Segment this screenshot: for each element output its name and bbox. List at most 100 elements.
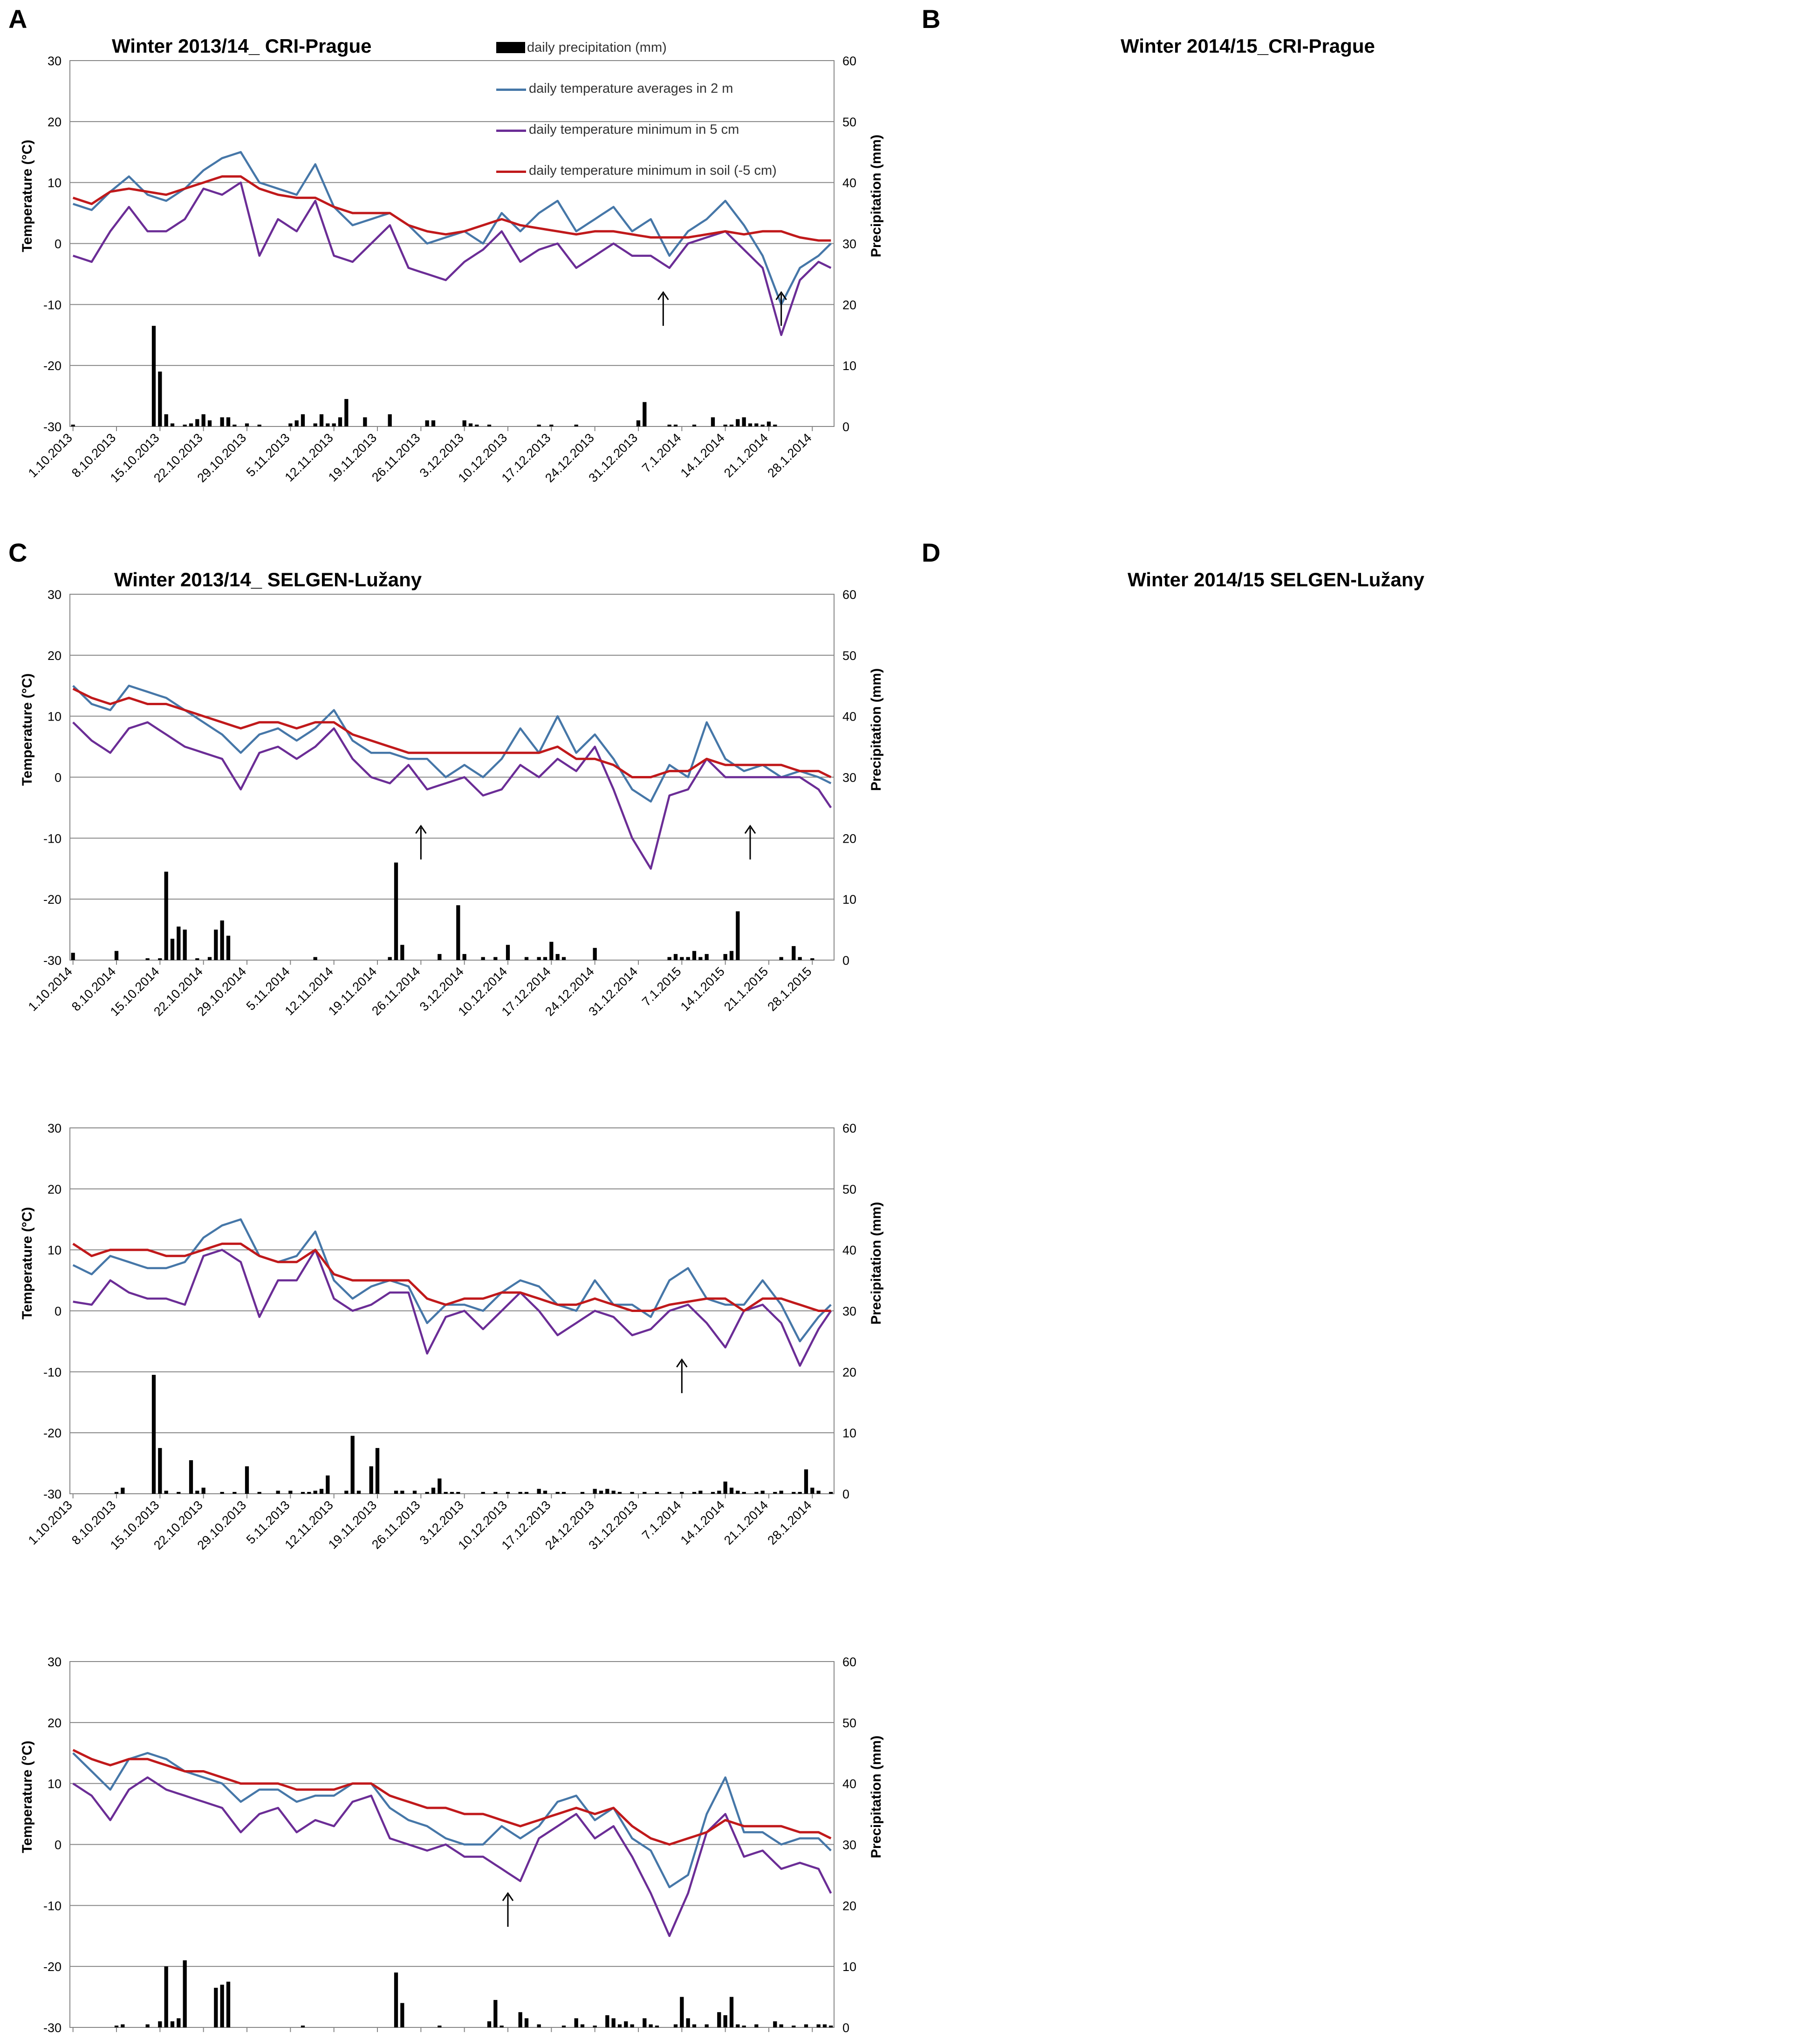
precip-bar	[164, 1966, 168, 2027]
y-tick-label: -10	[43, 1899, 62, 1913]
y-tick-label: 0	[55, 1838, 62, 1852]
precip-bar	[537, 1489, 541, 1494]
x-tick-label: 1.10.2013	[26, 1498, 75, 1547]
y2-tick-label: 50	[842, 1182, 856, 1196]
legend-label-precip: daily precipitation (mm)	[527, 40, 667, 55]
precip-bar	[170, 423, 175, 426]
precip-bar	[493, 1492, 498, 1494]
precip-bar	[717, 1490, 721, 1494]
precip-bar	[518, 1492, 522, 1494]
precip-bar	[773, 1492, 777, 1494]
precip-bar	[711, 1492, 715, 1494]
precip-bar	[158, 958, 162, 960]
y2-tick-label: 30	[842, 1838, 856, 1852]
precip-bar	[151, 326, 156, 426]
x-tick-label: 21.1.2014	[721, 431, 771, 480]
precip-bar	[233, 1492, 237, 1494]
precip-bar	[400, 1490, 404, 1494]
precip-bar	[754, 423, 759, 426]
y2-tick-label: 50	[842, 1716, 856, 1730]
y-tick-label: -30	[43, 1487, 62, 1501]
series-line-tmin5	[73, 1249, 832, 1367]
precip-bar	[114, 2026, 119, 2027]
precip-bar	[611, 2018, 616, 2027]
y-tick-label: 30	[48, 1655, 62, 1669]
precip-bar	[462, 420, 466, 426]
precip-bar	[729, 951, 734, 960]
precip-bar	[742, 417, 746, 426]
precip-bar	[245, 423, 249, 426]
y-tick-label: -30	[43, 2021, 62, 2033]
precip-bar	[543, 957, 547, 960]
precip-bar	[673, 425, 678, 426]
series-line-tsoil	[72, 175, 831, 242]
precip-bar	[804, 2024, 808, 2027]
precip-bar	[499, 2026, 504, 2027]
precip-bar	[425, 420, 429, 426]
precip-bar	[301, 2026, 305, 2027]
precip-bar	[518, 2012, 522, 2027]
arrow-annotation	[676, 1358, 688, 1394]
precip-bar	[686, 957, 690, 960]
precip-bar	[220, 1492, 224, 1494]
precip-bar	[692, 425, 697, 426]
precip-bar	[537, 425, 541, 426]
x-tick-label: 15.10.2014	[108, 2032, 162, 2033]
y2-tick-label: 60	[842, 588, 856, 602]
precip-bar	[561, 1492, 566, 1494]
precip-bar	[400, 2003, 404, 2027]
arrow-annotation	[415, 824, 427, 860]
precip-bar	[307, 1492, 311, 1494]
precip-bar	[207, 420, 212, 426]
precip-bar	[574, 425, 578, 426]
precip-bar	[183, 425, 187, 426]
precip-bar	[431, 1487, 436, 1494]
y2-axis-title: Precipitation (mm)	[869, 1202, 884, 1325]
precip-bar	[798, 1492, 802, 1494]
series-line-t2m	[72, 685, 832, 803]
x-tick-label: 29.10.2014	[194, 2032, 249, 2033]
precip-bar	[481, 1492, 485, 1494]
legend-label-tmin5: daily temperature minimum in 5 cm	[529, 122, 739, 137]
precip-bar	[493, 2000, 498, 2027]
x-tick-label: 5.11.2014	[244, 2032, 293, 2033]
precip-bar	[779, 1490, 783, 1494]
precip-bar	[288, 423, 293, 426]
series-line-tmin5	[73, 181, 832, 337]
precip-bar	[580, 2024, 585, 2027]
precip-bar	[220, 920, 224, 960]
y-tick-label: -10	[43, 831, 62, 845]
precip-bar	[829, 1492, 833, 1494]
precip-bar	[326, 1475, 330, 1494]
precip-bar	[356, 1490, 361, 1494]
y2-tick-label: 10	[842, 359, 856, 373]
x-tick-label: 21.1.2015	[721, 964, 771, 1014]
precip-bar	[468, 423, 473, 426]
y-tick-label: 0	[55, 771, 62, 785]
precip-bar	[301, 414, 305, 426]
precip-bar	[667, 1492, 671, 1494]
y-axis-title: Temperature (°C)	[20, 673, 35, 786]
precip-bar	[630, 1492, 634, 1494]
series-line-tmin5	[72, 721, 832, 870]
precip-bar	[524, 1492, 529, 1494]
x-tick-label: 31.12.2014	[586, 2032, 640, 2033]
y-tick-label: 10	[48, 1243, 62, 1257]
precip-bar	[170, 2021, 175, 2027]
series-line-t2m	[72, 1752, 832, 1889]
x-tick-label: 14.1.2014	[678, 431, 727, 480]
precip-bar	[195, 958, 199, 960]
precip-bar	[301, 1492, 305, 1494]
precip-bar	[195, 419, 199, 426]
precip-bar	[319, 1489, 324, 1494]
chart-panel-A: -30-20-10010203001020304050601.10.20138.…	[20, 54, 884, 485]
arrow-annotation	[775, 291, 787, 326]
precip-bar	[344, 399, 349, 426]
precip-bar	[760, 425, 765, 426]
precip-bar	[555, 1492, 560, 1494]
precip-bar	[643, 2018, 647, 2027]
precip-bar	[226, 1981, 231, 2027]
precip-bar	[195, 1490, 199, 1494]
precip-bar	[754, 2024, 759, 2027]
